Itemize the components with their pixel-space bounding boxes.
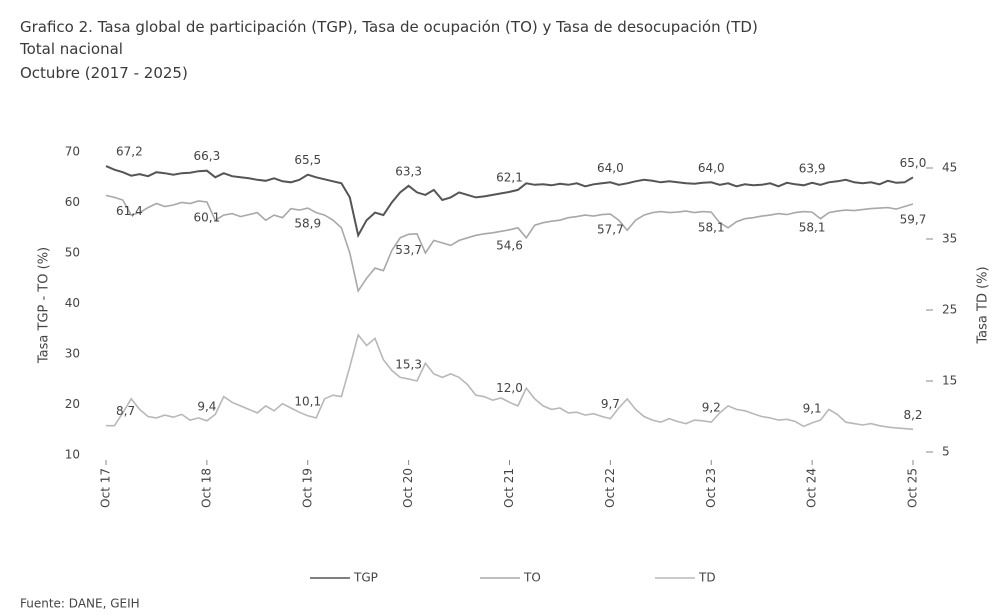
data-label: 65,0 <box>900 156 927 170</box>
y2-tick-label: 45 <box>942 161 957 175</box>
series-line <box>106 333 914 431</box>
data-label: 58,1 <box>799 221 826 235</box>
legend-label: TGP <box>353 571 378 585</box>
x-tick-label: Oct 18 <box>199 468 213 508</box>
y-tick-label: 50 <box>65 246 80 260</box>
data-label: 64,0 <box>597 161 624 175</box>
data-label: 9,2 <box>702 401 721 415</box>
y2-axis-label: Tasa TD (%) <box>976 266 991 344</box>
chart-period: Octubre (2017 - 2025) <box>20 64 188 82</box>
y2-tick-label: 25 <box>942 303 957 317</box>
data-label: 63,3 <box>395 164 422 178</box>
x-tick-label: Oct 24 <box>805 468 819 508</box>
data-label: 9,1 <box>803 401 822 415</box>
series-line <box>105 194 914 293</box>
data-label: 54,6 <box>496 238 523 252</box>
y-tick-label: 40 <box>65 296 80 310</box>
data-label: 60,1 <box>194 210 221 224</box>
y2-tick-label: 35 <box>942 232 957 246</box>
y-tick-label: 10 <box>65 448 80 462</box>
data-label: 53,7 <box>395 243 422 257</box>
data-label: 62,1 <box>496 170 523 184</box>
x-tick-label: Oct 19 <box>300 468 314 508</box>
y2-tick-label: 15 <box>942 374 957 388</box>
data-label: 9,4 <box>197 399 216 413</box>
y-tick-label: 20 <box>65 397 80 411</box>
data-label: 10,1 <box>294 394 321 408</box>
data-label: 67,2 <box>116 145 143 159</box>
x-tick-label: Oct 23 <box>704 468 718 508</box>
legend-label: TO <box>523 571 541 585</box>
data-label: 58,1 <box>698 221 725 235</box>
data-label: 64,0 <box>698 161 725 175</box>
data-label: 59,7 <box>900 213 927 227</box>
source: Fuente: DANE, GEIH <box>20 597 140 611</box>
x-tick-label: Oct 21 <box>502 468 516 508</box>
legend-label: TD <box>698 571 716 585</box>
x-tick-label: Oct 20 <box>401 468 415 508</box>
data-label: 12,0 <box>496 381 523 395</box>
data-label: 9,7 <box>601 397 620 411</box>
y-tick-label: 70 <box>65 145 80 159</box>
data-label: 66,3 <box>194 149 221 163</box>
data-label: 63,9 <box>799 161 826 175</box>
chart-title: Grafico 2. Tasa global de participación … <box>20 18 758 36</box>
data-label: 61,4 <box>116 204 143 218</box>
data-label: 57,7 <box>597 223 624 237</box>
data-label: 65,5 <box>294 153 321 167</box>
y2-tick-label: 5 <box>942 445 950 459</box>
data-label: 15,3 <box>395 357 422 371</box>
x-tick-label: Oct 25 <box>906 468 920 508</box>
series-line <box>105 165 914 239</box>
x-tick-label: Oct 17 <box>99 468 113 508</box>
y-tick-label: 30 <box>65 347 80 361</box>
x-tick-label: Oct 22 <box>603 468 617 508</box>
y-tick-label: 60 <box>65 195 80 209</box>
data-label: 8,2 <box>903 408 922 422</box>
data-label: 58,9 <box>294 217 321 231</box>
y-axis-label: Tasa TGP - TO (%) <box>37 247 52 364</box>
data-label: 8,7 <box>116 404 135 418</box>
chart-subtitle: Total nacional <box>19 40 123 58</box>
